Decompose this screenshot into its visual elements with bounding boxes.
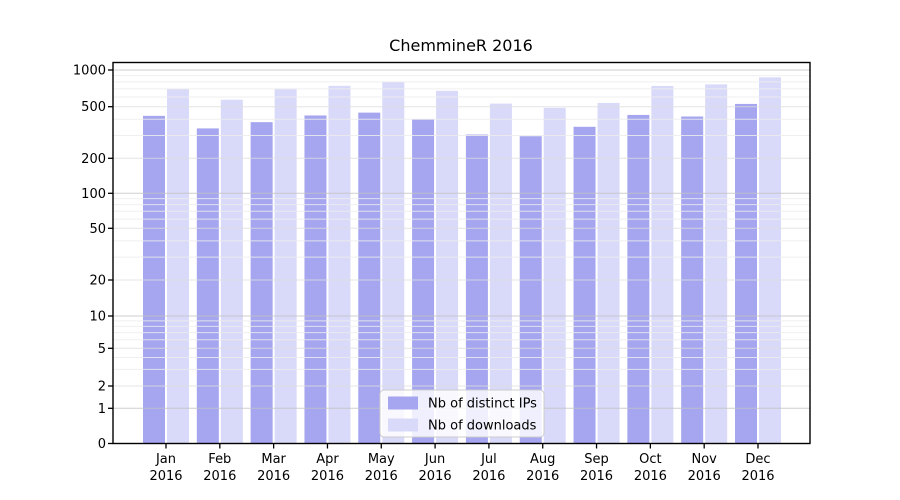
bar-downloads-mar [274,88,297,444]
x-tick-label-year-sep: 2016 [580,469,613,484]
legend-swatch-distinct-ips [388,396,418,410]
bar-downloads-jul [489,103,512,444]
bar-downloads-jan [167,88,189,444]
x-tick-label-month-aug: Aug [530,452,555,467]
bar-distinct-ips-oct [627,114,650,444]
x-tick-label-year-feb: 2016 [203,469,236,484]
legend-box [379,389,545,438]
bar-downloads-aug [543,107,566,444]
bar-downloads-feb [220,99,243,444]
y-tick-label-200: 200 [81,152,106,167]
x-tick-label-year-nov: 2016 [688,469,721,484]
bar-distinct-ips-jun [412,119,435,444]
bar-distinct-ips-feb [196,128,219,444]
x-tick-label-month-jan: Jan [155,452,176,467]
x-tick-label-month-mar: Mar [261,452,286,467]
bar-distinct-ips-apr [304,115,327,444]
legend-label-downloads: Nb of downloads [428,419,537,434]
y-tick-label-2: 2 [98,380,106,395]
bar-distinct-ips-aug [519,136,542,444]
x-tick-label-month-jun: Jun [424,452,445,467]
x-tick-label-month-jul: Jul [480,452,497,467]
y-tick-label-50: 50 [89,222,106,237]
y-tick-label-5: 5 [98,342,106,357]
grid-layer [113,69,810,409]
x-tick-label-month-may: May [368,452,395,467]
y-tick-label-500: 500 [81,100,106,115]
legend: Nb of distinct IPs Nb of downloads [379,389,545,438]
y-tick-label-100: 100 [81,187,106,202]
x-tick-label-year-jan: 2016 [149,469,182,484]
x-tick-label-year-jun: 2016 [419,469,452,484]
y-tick-label-0: 0 [98,437,106,452]
x-tick-label-year-jul: 2016 [472,469,505,484]
legend-swatch-downloads [388,418,418,432]
bars-layer [143,77,781,444]
bar-distinct-ips-may [358,112,381,444]
chart-title: ChemmineR 2016 [389,36,533,55]
x-tick-label-month-feb: Feb [208,452,231,467]
bar-distinct-ips-sep [573,126,596,444]
bar-downloads-jun [436,90,459,444]
x-tick-label-month-dec: Dec [745,452,770,467]
ticks-layer [108,69,759,449]
bar-distinct-ips-dec [735,103,757,444]
x-tick-label-month-apr: Apr [316,452,339,467]
x-tick-label-year-dec: 2016 [741,469,774,484]
x-tick-label-month-oct: Oct [639,452,661,467]
x-tick-label-year-may: 2016 [365,469,398,484]
x-tick-label-month-sep: Sep [584,452,609,467]
y-tick-label-1: 1 [98,402,106,417]
axis-labels-layer: 0 1 2 5 10 20 50 100 200 500 1000 Jan 2016 Feb 2016 Mar… [73,64,775,485]
x-tick-label-month-nov: Nov [691,452,717,467]
x-tick-label-year-aug: 2016 [526,469,559,484]
bar-downloads-apr [328,85,351,444]
bar-distinct-ips-mar [250,122,273,444]
plot-frame [112,61,811,445]
x-tick-label-year-oct: 2016 [634,469,667,484]
x-tick-label-year-mar: 2016 [257,469,290,484]
bar-downloads-dec [759,77,781,444]
x-tick-label-year-apr: 2016 [311,469,344,484]
bar-downloads-oct [651,85,674,444]
bar-downloads-nov [705,84,728,444]
legend-label-distinct-ips: Nb of distinct IPs [428,397,537,412]
y-tick-label-1000: 1000 [73,64,106,79]
bar-downloads-sep [597,102,620,444]
y-tick-label-10: 10 [89,310,106,325]
bar-downloads-may [382,81,405,444]
y-tick-label-20: 20 [89,274,106,289]
